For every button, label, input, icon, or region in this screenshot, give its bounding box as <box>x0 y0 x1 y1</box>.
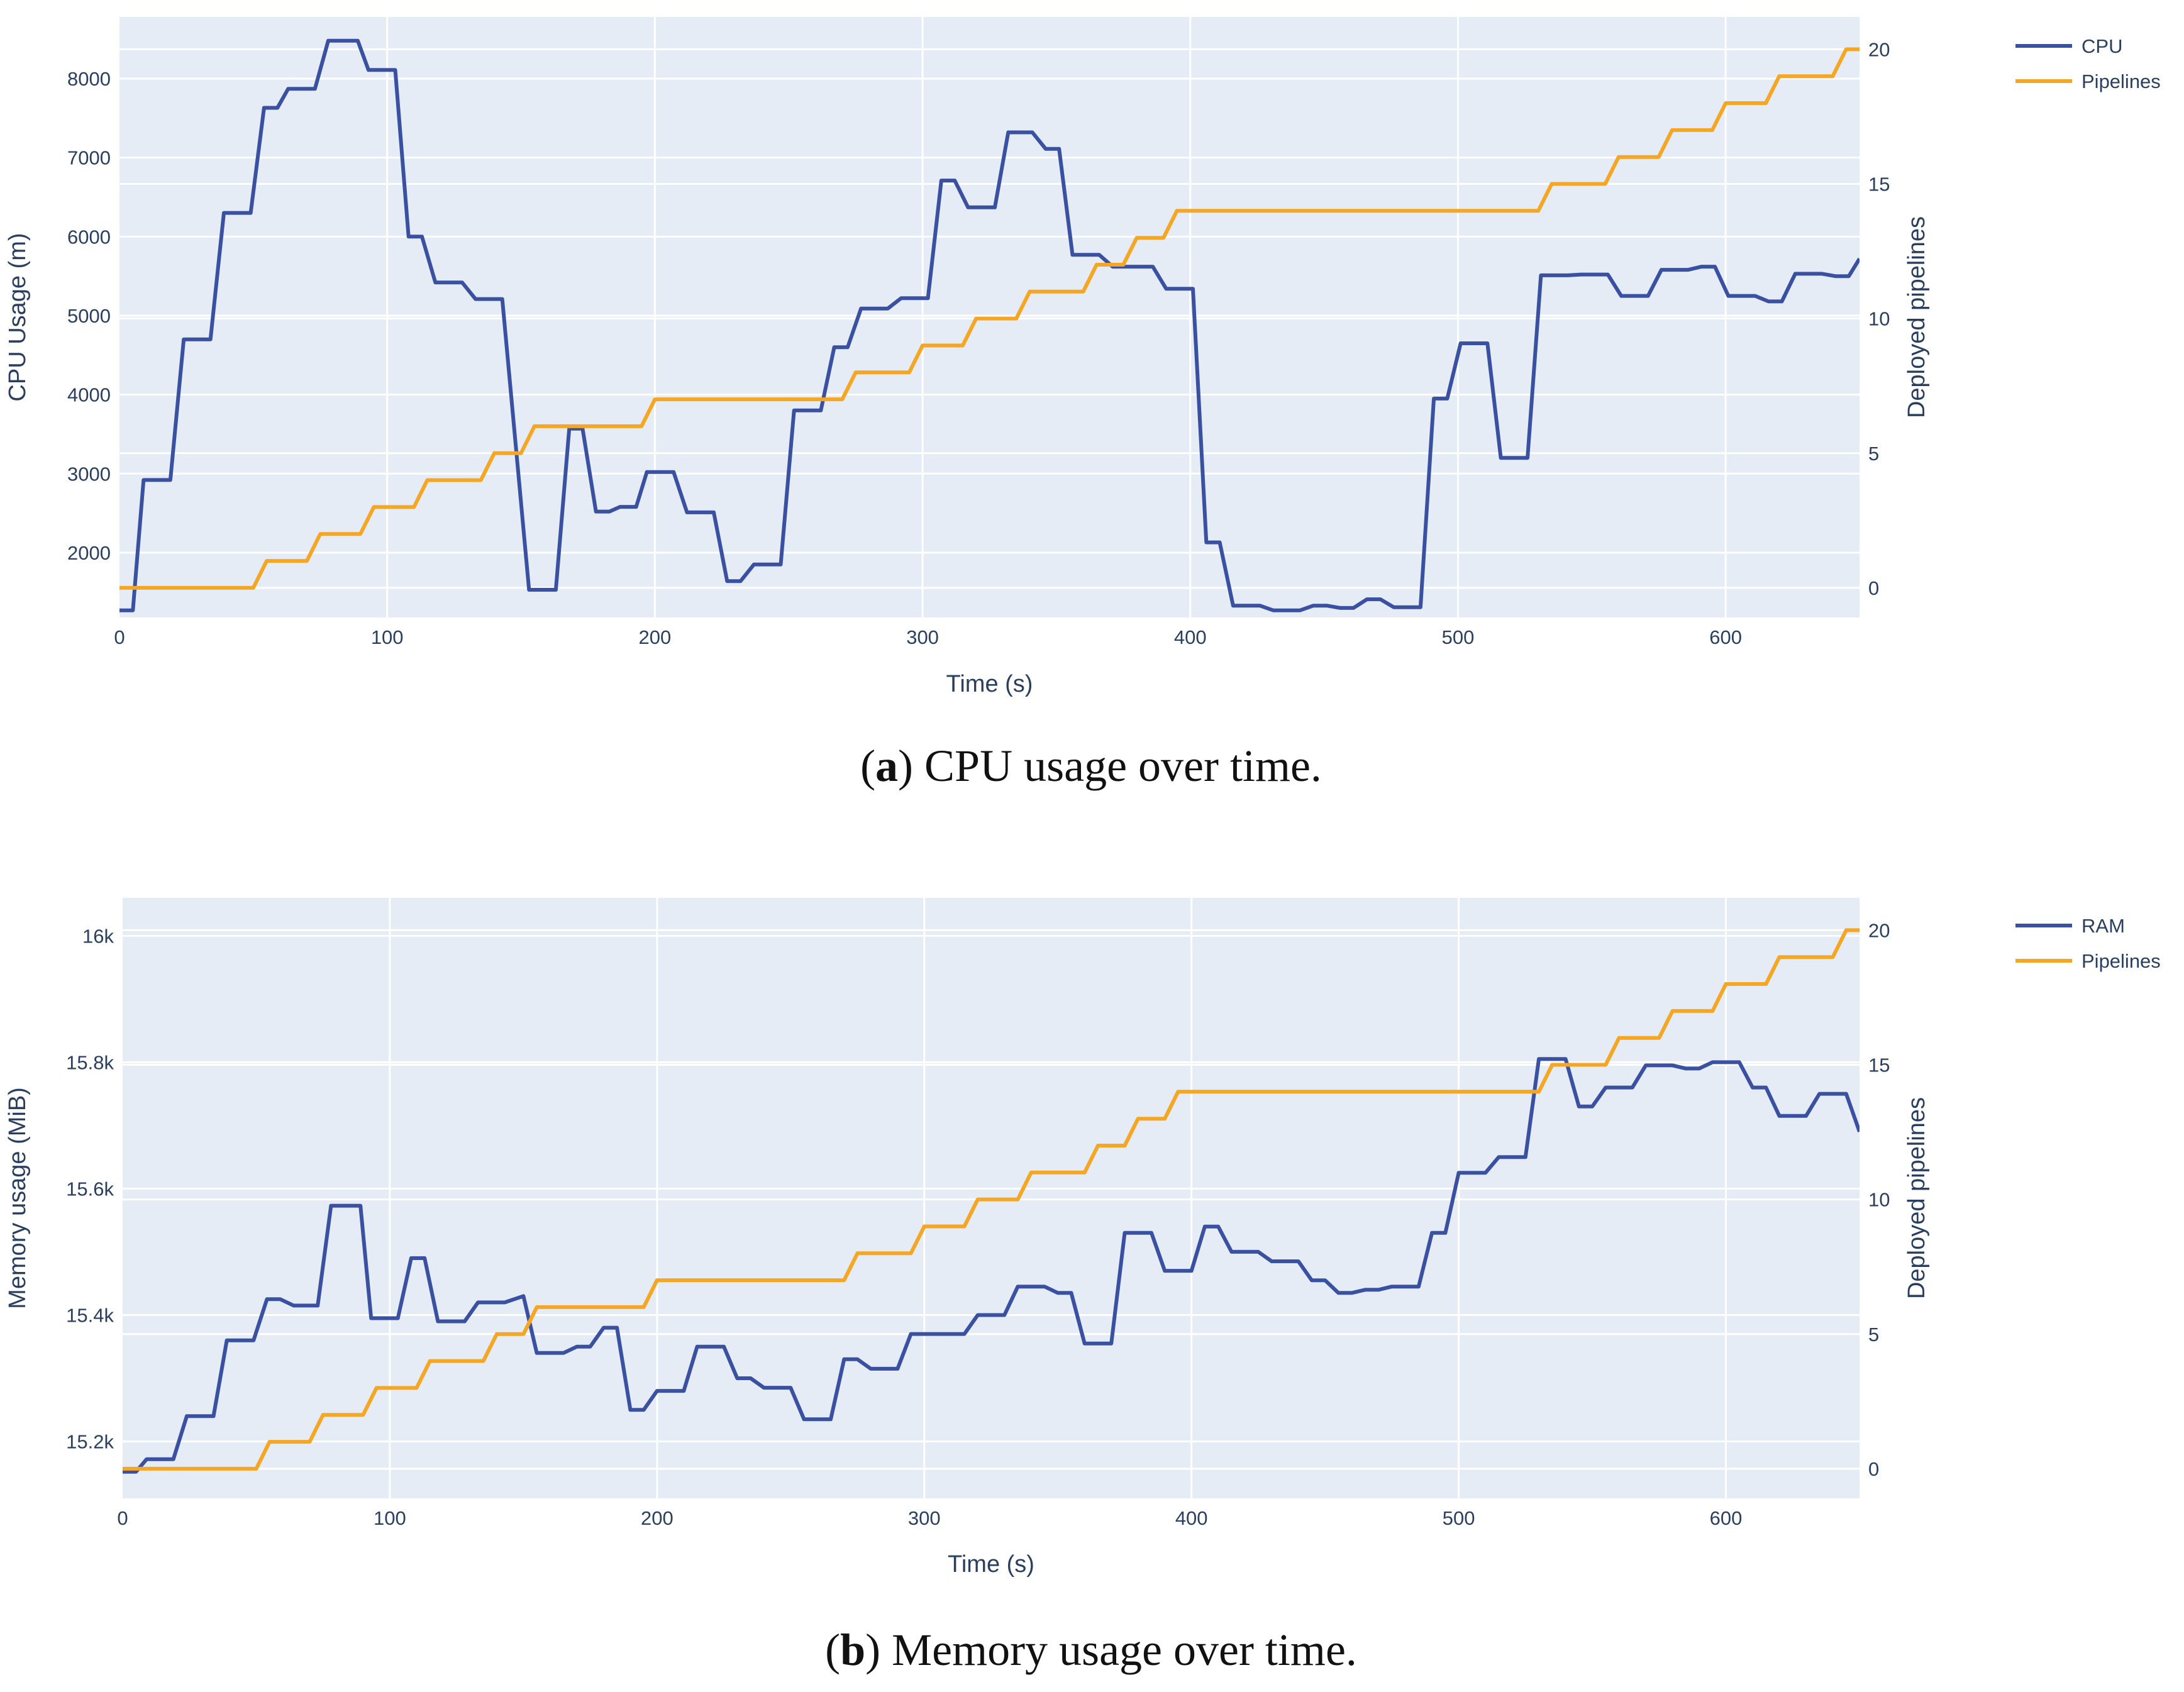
series-line-pipelines <box>119 47 1860 590</box>
y-tick-label: 15.2k <box>66 1431 114 1453</box>
caption-letter: a <box>875 741 898 791</box>
y-axis-title: CPU Usage (m) <box>4 233 31 401</box>
x-tick-label: 300 <box>908 1507 941 1529</box>
series-line-pipelines <box>123 928 1860 1471</box>
y-tick-label: 15.8k <box>66 1051 114 1073</box>
x-tick-label: 100 <box>371 626 404 648</box>
legend-label-pipelines: Pipelines <box>2081 950 2161 972</box>
y-tick-label: 5000 <box>67 305 111 327</box>
y2-tick-label: 0 <box>1868 1458 1879 1480</box>
x-tick-label: 0 <box>114 626 125 648</box>
x-tick-label: 500 <box>1442 626 1475 648</box>
x-tick-label: 100 <box>374 1507 406 1529</box>
y2-axis-title: Deployed pipelines <box>1904 1097 1930 1299</box>
x-tick-label: 400 <box>1175 1507 1208 1529</box>
y2-tick-label: 5 <box>1868 1324 1879 1346</box>
x-tick-label: 600 <box>1709 626 1742 648</box>
y2-tick-label: 10 <box>1868 1189 1890 1211</box>
y-tick-label: 16k <box>82 925 114 947</box>
x-tick-label: 600 <box>1710 1507 1743 1529</box>
y-tick-label: 15.6k <box>66 1178 114 1200</box>
y-tick-label: 4000 <box>67 384 111 406</box>
figure-caption: (b) Memory usage over time. <box>825 1625 1357 1675</box>
y-axis-title: Memory usage (MiB) <box>4 1087 31 1309</box>
y2-axis-title: Deployed pipelines <box>1904 216 1930 418</box>
x-tick-label: 400 <box>1174 626 1207 648</box>
series-line-ram <box>123 1057 1860 1474</box>
y2-tick-label: 15 <box>1868 174 1890 196</box>
legend[interactable]: CPU Pipelines <box>2015 35 2161 92</box>
y-tick-label: 2000 <box>67 542 111 564</box>
y-tick-label: 8000 <box>67 68 111 90</box>
chart-panel-a: 0 100 200 300 400 500 600200030004000500060007… <box>4 17 2161 791</box>
y2-tick-label: 5 <box>1868 443 1879 465</box>
y2-tick-label: 10 <box>1868 308 1890 330</box>
x-tick-label: 500 <box>1443 1507 1475 1529</box>
y2-tick-label: 0 <box>1868 577 1879 599</box>
x-tick-label: 200 <box>639 626 672 648</box>
caption-text: ) CPU usage over time. <box>898 741 1322 791</box>
caption-letter: b <box>840 1625 865 1675</box>
x-tick-label: 0 <box>117 1507 128 1529</box>
y-tick-label: 15.4k <box>66 1304 114 1326</box>
legend-label-pipelines: Pipelines <box>2081 70 2161 92</box>
caption-text: ) Memory usage over time. <box>865 1625 1357 1675</box>
y-tick-label: 3000 <box>67 463 111 485</box>
legend-label-cpu: CPU <box>2081 35 2122 57</box>
y2-tick-label: 15 <box>1868 1054 1890 1076</box>
legend[interactable]: RAM Pipelines <box>2015 915 2161 972</box>
y-tick-label: 7000 <box>67 147 111 169</box>
chart-panel-b: 0 100 200 300 400 500 60015.2k15.4k15.6k15.8k1… <box>4 898 2161 1675</box>
x-axis-title: Time (s) <box>946 671 1033 697</box>
y-tick-label: 6000 <box>67 226 111 248</box>
y2-tick-label: 20 <box>1868 38 1890 60</box>
legend-label-ram: RAM <box>2081 915 2125 937</box>
x-tick-label: 300 <box>906 626 939 648</box>
x-tick-label: 200 <box>641 1507 673 1529</box>
y2-tick-label: 20 <box>1868 919 1890 941</box>
x-axis-title: Time (s) <box>948 1551 1034 1578</box>
series-line-cpu <box>119 38 1860 612</box>
figure-caption: (a) CPU usage over time. <box>860 741 1322 791</box>
